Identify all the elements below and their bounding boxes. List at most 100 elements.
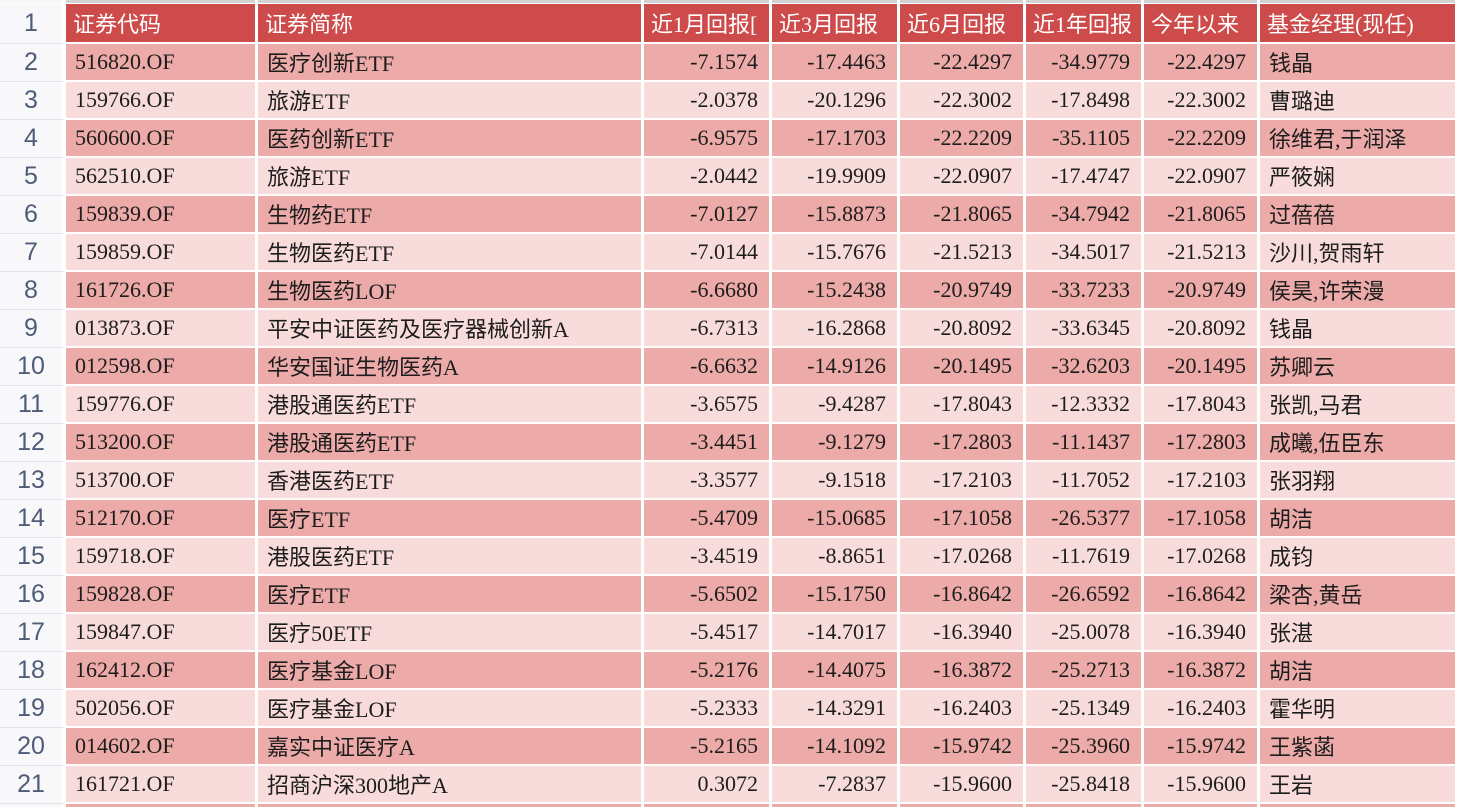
- cell-manager[interactable]: 徐维君,于润泽: [1260, 120, 1458, 158]
- cell-r1m[interactable]: -6.6632: [644, 348, 772, 386]
- cell-r6m[interactable]: -22.2209: [900, 120, 1026, 158]
- cell-manager[interactable]: 苏卿云: [1260, 348, 1458, 386]
- cell-r6m[interactable]: -16.3872: [900, 652, 1026, 690]
- cell-r6m[interactable]: -16.2403: [900, 690, 1026, 728]
- cell-r1m[interactable]: -3.4451: [644, 424, 772, 462]
- column-header-manager[interactable]: 基金经理(现任): [1260, 4, 1458, 44]
- cell-ytd[interactable]: -20.9749: [1144, 272, 1260, 310]
- cell-name[interactable]: 旅游ETF: [258, 158, 644, 196]
- cell-name[interactable]: 医疗基金LOF: [258, 690, 644, 728]
- cell-r6m[interactable]: -20.8092: [900, 310, 1026, 348]
- cell-r1y[interactable]: -26.5377: [1026, 500, 1144, 538]
- cell-code[interactable]: 159766.OF: [66, 82, 258, 120]
- cell-r1y[interactable]: -33.6345: [1026, 310, 1144, 348]
- row-number[interactable]: 4: [0, 120, 66, 158]
- cell-r6m[interactable]: -16.3940: [900, 614, 1026, 652]
- cell-manager[interactable]: 张凯,马君: [1260, 386, 1458, 424]
- cell-r3m[interactable]: -16.2868: [772, 310, 900, 348]
- cell-name[interactable]: 生物医药LOF: [258, 272, 644, 310]
- cell-r1y[interactable]: -17.8498: [1026, 82, 1144, 120]
- cell-r1y[interactable]: -25.2713: [1026, 652, 1144, 690]
- cell-r1y[interactable]: -35.1105: [1026, 120, 1144, 158]
- cell-r1y[interactable]: -25.8418: [1026, 766, 1144, 804]
- cell-r3m[interactable]: -15.1750: [772, 576, 900, 614]
- cell-code[interactable]: 162412.OF: [66, 652, 258, 690]
- cell-ytd[interactable]: -16.2403: [1144, 690, 1260, 728]
- cell-r6m[interactable]: -20.1495: [900, 348, 1026, 386]
- cell-name[interactable]: 招商沪深300地产A: [258, 766, 644, 804]
- cell-r1y[interactable]: -32.6203: [1026, 348, 1144, 386]
- cell-name[interactable]: 医疗创新ETF: [258, 44, 644, 82]
- cell-ytd[interactable]: -16.3872: [1144, 652, 1260, 690]
- cell-r1y[interactable]: -11.1437: [1026, 424, 1144, 462]
- cell-name[interactable]: 医药创新ETF: [258, 120, 644, 158]
- cell-name[interactable]: 医疗基金LOF: [258, 652, 644, 690]
- cell-r3m[interactable]: -9.1518: [772, 462, 900, 500]
- cell-r3m[interactable]: -9.1279: [772, 424, 900, 462]
- cell-name[interactable]: 嘉实中证医疗A: [258, 728, 644, 766]
- cell-r1y[interactable]: -26.6592: [1026, 576, 1144, 614]
- cell-r1m[interactable]: -6.6680: [644, 272, 772, 310]
- cell-manager[interactable]: 严筱娴: [1260, 158, 1458, 196]
- cell-r3m[interactable]: -14.7017: [772, 614, 900, 652]
- cell-manager[interactable]: 胡洁: [1260, 652, 1458, 690]
- cell-r3m[interactable]: -17.1703: [772, 120, 900, 158]
- cell-manager[interactable]: 王岩: [1260, 766, 1458, 804]
- cell-code[interactable]: 014602.OF: [66, 728, 258, 766]
- cell-r6m[interactable]: -17.8043: [900, 386, 1026, 424]
- cell-name[interactable]: 平安中证医药及医疗器械创新A: [258, 310, 644, 348]
- row-number[interactable]: 21: [0, 766, 66, 804]
- cell-r6m[interactable]: -17.0268: [900, 538, 1026, 576]
- cell-r1y[interactable]: -25.0078: [1026, 614, 1144, 652]
- column-header-r1m[interactable]: 近1月回报[: [644, 4, 772, 44]
- row-number[interactable]: 10: [0, 348, 66, 386]
- row-number[interactable]: 8: [0, 272, 66, 310]
- cell-ytd[interactable]: -16.8642: [1144, 576, 1260, 614]
- row-number[interactable]: 13: [0, 462, 66, 500]
- cell-r1y[interactable]: -34.5017: [1026, 234, 1144, 272]
- cell-r3m[interactable]: -15.0685: [772, 500, 900, 538]
- cell-r6m[interactable]: -22.3002: [900, 82, 1026, 120]
- cell-manager[interactable]: 梁杏,黄岳: [1260, 576, 1458, 614]
- row-number[interactable]: 19: [0, 690, 66, 728]
- row-number[interactable]: 2: [0, 44, 66, 82]
- cell-code[interactable]: 159859.OF: [66, 234, 258, 272]
- cell-manager[interactable]: 胡洁: [1260, 500, 1458, 538]
- cell-manager[interactable]: 曹璐迪: [1260, 82, 1458, 120]
- cell-r1y[interactable]: -25.1349: [1026, 690, 1144, 728]
- cell-r1y[interactable]: -11.7052: [1026, 462, 1144, 500]
- cell-ytd[interactable]: -22.4297: [1144, 44, 1260, 82]
- cell-r3m[interactable]: -15.2438: [772, 272, 900, 310]
- cell-r6m[interactable]: -22.4297: [900, 44, 1026, 82]
- cell-name[interactable]: 旅游ETF: [258, 82, 644, 120]
- row-number-header[interactable]: 1: [0, 4, 66, 44]
- cell-r3m[interactable]: -8.8651: [772, 538, 900, 576]
- cell-code[interactable]: 161726.OF: [66, 272, 258, 310]
- row-number[interactable]: 16: [0, 576, 66, 614]
- cell-r1m[interactable]: -2.0378: [644, 82, 772, 120]
- cell-manager[interactable]: 钱晶: [1260, 44, 1458, 82]
- row-number[interactable]: 9: [0, 310, 66, 348]
- cell-r1y[interactable]: -34.7942: [1026, 196, 1144, 234]
- cell-code[interactable]: 512170.OF: [66, 500, 258, 538]
- cell-r1y[interactable]: -33.7233: [1026, 272, 1144, 310]
- column-header-r1y[interactable]: 近1年回报: [1026, 4, 1144, 44]
- cell-r3m[interactable]: -14.1092: [772, 728, 900, 766]
- cell-r3m[interactable]: -15.8873: [772, 196, 900, 234]
- cell-name[interactable]: 医疗ETF: [258, 576, 644, 614]
- row-number[interactable]: 15: [0, 538, 66, 576]
- cell-manager[interactable]: 过蓓蓓: [1260, 196, 1458, 234]
- column-header-code[interactable]: 证券代码: [66, 4, 258, 44]
- cell-code[interactable]: 159718.OF: [66, 538, 258, 576]
- column-header-r6m[interactable]: 近6月回报: [900, 4, 1026, 44]
- cell-r1m[interactable]: -5.6502: [644, 576, 772, 614]
- cell-code[interactable]: 513200.OF: [66, 424, 258, 462]
- cell-manager[interactable]: 侯昊,许荣漫: [1260, 272, 1458, 310]
- row-number[interactable]: 20: [0, 728, 66, 766]
- cell-r1m[interactable]: -6.7313: [644, 310, 772, 348]
- cell-name[interactable]: 港股通医药ETF: [258, 386, 644, 424]
- cell-ytd[interactable]: -16.3940: [1144, 614, 1260, 652]
- row-number[interactable]: 3: [0, 82, 66, 120]
- cell-r6m[interactable]: -21.5213: [900, 234, 1026, 272]
- cell-r1m[interactable]: -5.2165: [644, 728, 772, 766]
